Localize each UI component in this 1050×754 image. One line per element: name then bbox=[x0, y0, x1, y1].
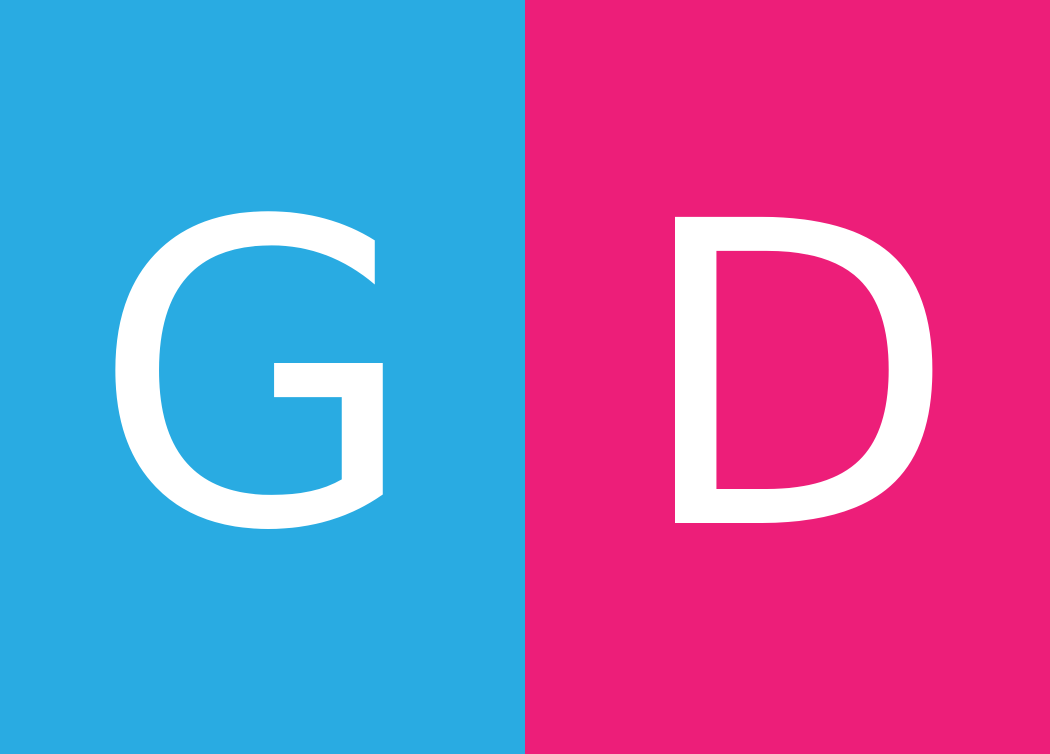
letter-g: G bbox=[91, 134, 418, 623]
left-panel: G bbox=[0, 0, 525, 754]
letter-d: D bbox=[633, 134, 958, 623]
right-panel: D bbox=[525, 0, 1050, 754]
